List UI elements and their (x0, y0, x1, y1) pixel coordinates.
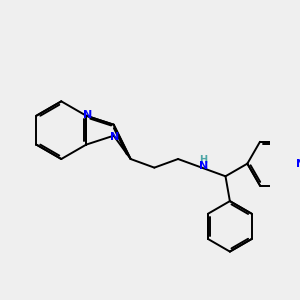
Text: N: N (296, 159, 300, 169)
Text: N: N (199, 161, 208, 171)
Text: N: N (82, 110, 92, 120)
Text: N: N (110, 132, 119, 142)
Text: H: H (200, 154, 208, 164)
